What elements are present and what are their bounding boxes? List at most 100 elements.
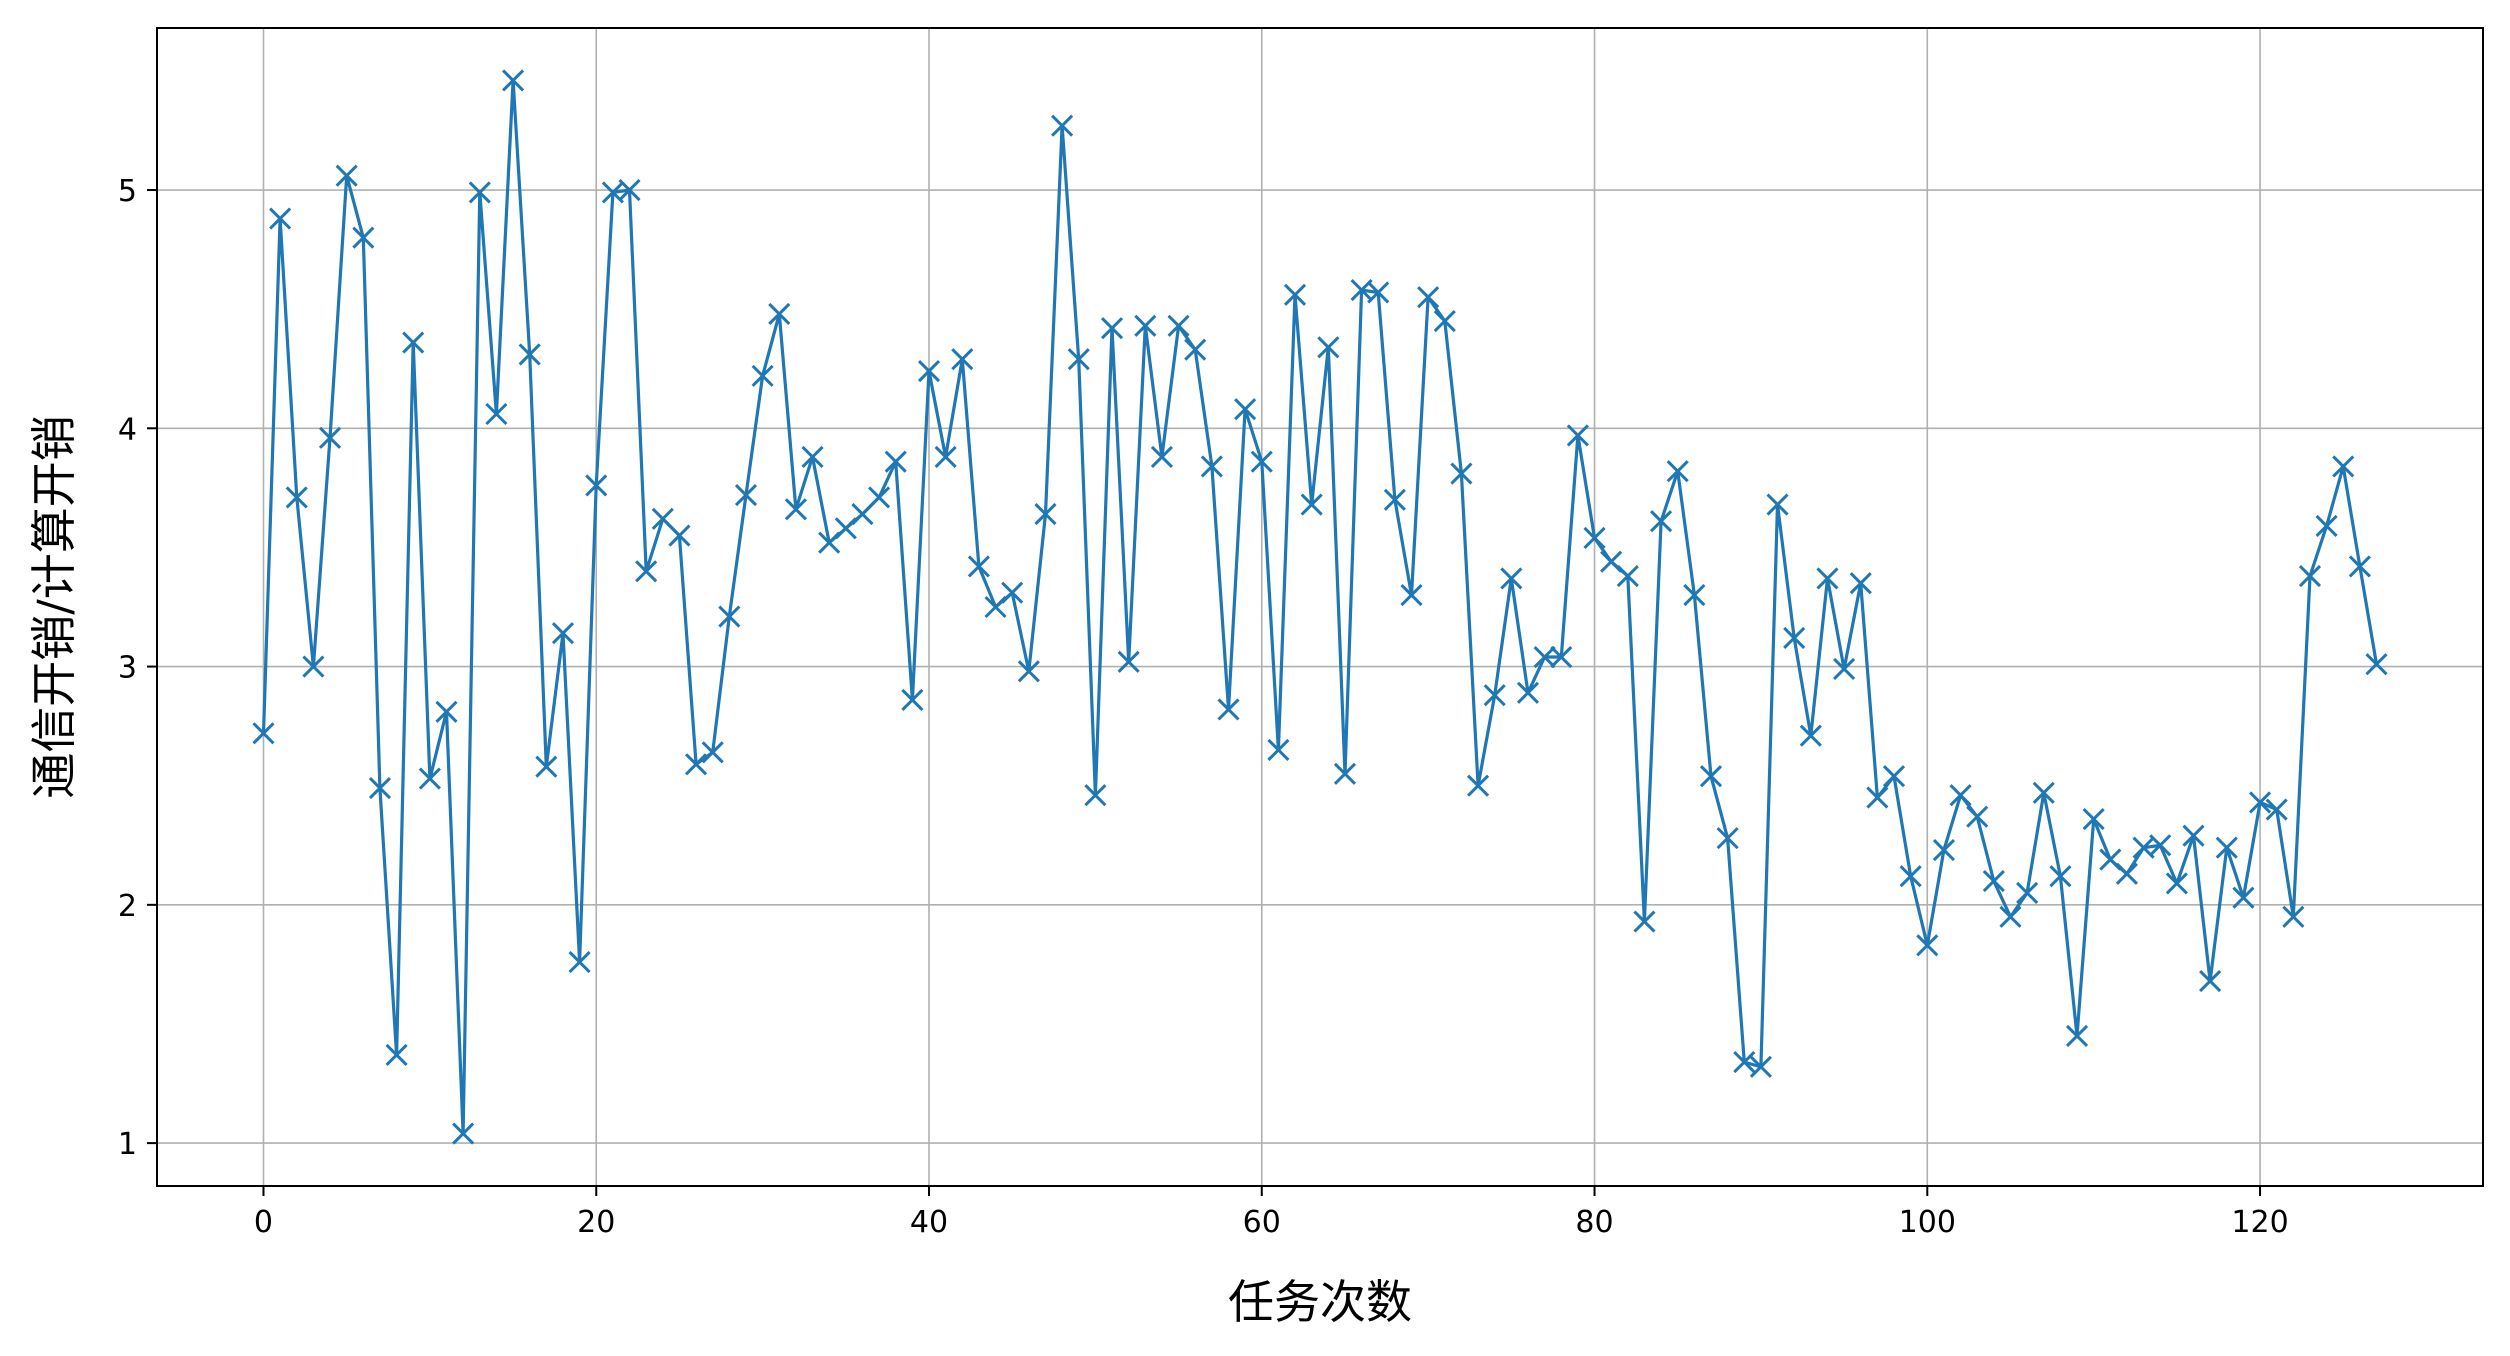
marker-stroke: [585, 474, 608, 497]
data-point-marker: [1167, 314, 1190, 337]
marker-stroke: [1317, 336, 1340, 359]
marker-stroke: [1234, 398, 1257, 421]
data-point-marker: [1666, 460, 1689, 483]
marker-stroke: [368, 777, 392, 800]
data-point-marker: [1866, 786, 1889, 809]
data-point-marker: [1683, 584, 1706, 607]
x-tick-label: 80: [1575, 1205, 1613, 1240]
marker-stroke: [1982, 869, 2005, 893]
data-point-marker: [402, 331, 425, 354]
marker-stroke: [2132, 836, 2155, 859]
data-point-marker: [685, 753, 708, 776]
marker-stroke: [651, 507, 674, 530]
marker-stroke: [984, 595, 1007, 619]
marker-stroke: [1017, 660, 1040, 683]
marker-stroke: [2332, 455, 2355, 478]
data-point-marker: [535, 755, 558, 778]
data-point-marker: [2182, 824, 2205, 847]
marker-stroke: [485, 402, 508, 426]
data-point-marker: [2232, 886, 2255, 909]
x-tick-label: 100: [1899, 1205, 1956, 1240]
y-axis-title: 通信开销/计算开销: [27, 415, 81, 799]
data-point-marker: [2199, 970, 2222, 993]
marker-stroke: [884, 450, 907, 473]
data-point-marker: [834, 517, 857, 540]
marker-stroke: [1683, 584, 1706, 607]
data-point-marker: [734, 483, 758, 507]
marker-stroke: [2049, 865, 2072, 888]
marker-stroke: [1267, 738, 1290, 762]
marker-stroke: [1650, 510, 1673, 533]
data-point-marker: [2115, 862, 2139, 885]
marker-stroke: [1899, 865, 1922, 888]
marker-stroke: [2099, 848, 2122, 871]
data-point-marker: [1932, 838, 1955, 862]
marker-stroke: [1300, 493, 1323, 516]
marker-stroke: [967, 555, 990, 578]
marker-stroke: [1250, 450, 1273, 473]
data-point-marker: [751, 364, 774, 387]
marker-stroke: [1716, 827, 1739, 850]
marker-stroke: [1966, 805, 1989, 828]
data-point-marker: [967, 555, 990, 578]
data-point-marker: [352, 226, 375, 249]
data-point-marker: [1084, 784, 1107, 807]
data-point-marker: [1417, 286, 1440, 309]
data-point-marker: [2149, 834, 2172, 857]
marker-stroke: [1001, 581, 1024, 604]
marker-stroke: [1616, 564, 1639, 588]
marker-stroke: [252, 722, 275, 745]
marker-stroke: [452, 1122, 475, 1145]
y-tick-label: 5: [118, 174, 137, 209]
marker-stroke: [1467, 774, 1490, 797]
data-point-marker: [801, 445, 824, 468]
data-point-marker: [1300, 493, 1323, 516]
data-point-marker: [1317, 336, 1340, 359]
data-point-marker: [1150, 445, 1173, 468]
marker-stroke: [1949, 784, 1972, 807]
marker-stroke: [1184, 338, 1207, 361]
data-point-marker: [485, 402, 508, 426]
data-point-marker: [1982, 869, 2005, 893]
data-point-marker: [1566, 424, 1589, 447]
marker-stroke: [318, 426, 342, 449]
marker-stroke: [701, 741, 724, 764]
marker-stroke: [1550, 645, 1573, 669]
data-point-marker: [1616, 564, 1639, 588]
marker-stroke: [751, 364, 774, 387]
data-point-marker: [2282, 905, 2305, 928]
data-point-marker: [1234, 398, 1257, 421]
marker-stroke: [1749, 1055, 1772, 1078]
marker-stroke: [1383, 488, 1406, 511]
data-point-marker: [984, 595, 1007, 619]
data-point-marker: [585, 474, 608, 497]
data-point-marker: [884, 450, 907, 473]
data-point-marker: [1250, 450, 1273, 473]
marker-stroke: [1916, 934, 1939, 957]
data-point-marker: [934, 445, 957, 468]
marker-stroke: [1200, 455, 1223, 478]
data-point-marker: [1134, 314, 1157, 337]
data-point-marker: [2365, 653, 2388, 676]
marker-stroke: [1666, 460, 1689, 483]
marker-stroke: [917, 360, 941, 383]
y-tick-label: 3: [118, 651, 137, 686]
marker-stroke: [2016, 881, 2039, 904]
marker-stroke: [2115, 862, 2139, 885]
marker-stroke: [734, 483, 758, 507]
data-point-marker: [1333, 762, 1357, 785]
marker-stroke: [868, 486, 891, 509]
data-point-marker: [302, 655, 325, 678]
marker-stroke: [418, 767, 441, 790]
data-point-marker: [2032, 781, 2055, 804]
marker-stroke: [1283, 283, 1307, 306]
data-point-marker: [551, 622, 575, 645]
data-point-marker: [1899, 865, 1922, 888]
data-point-marker: [2049, 865, 2072, 888]
marker-stroke: [1733, 1051, 1756, 1074]
data-point-marker: [1034, 503, 1057, 526]
data-point-marker: [1267, 738, 1290, 762]
data-point-marker: [1699, 765, 1723, 788]
